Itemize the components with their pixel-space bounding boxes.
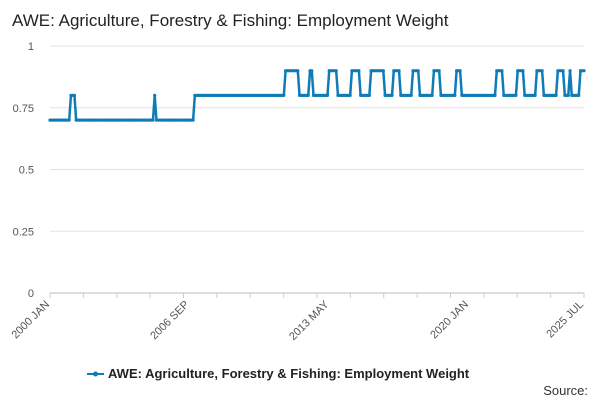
data-point[interactable] bbox=[577, 93, 581, 97]
data-point[interactable] bbox=[582, 69, 586, 73]
data-point[interactable] bbox=[533, 93, 537, 97]
data-point[interactable] bbox=[554, 93, 558, 97]
y-tick-label: 1 bbox=[28, 41, 34, 53]
data-point[interactable] bbox=[514, 93, 518, 97]
data-point[interactable] bbox=[458, 69, 462, 73]
data-point[interactable] bbox=[390, 93, 394, 97]
data-point[interactable] bbox=[453, 93, 457, 97]
series-employment-weight bbox=[48, 69, 586, 122]
data-point[interactable] bbox=[282, 93, 286, 97]
x-axis bbox=[49, 293, 585, 298]
x-tick-label: 2000 JAN bbox=[9, 299, 52, 342]
data-point[interactable] bbox=[540, 69, 544, 73]
chart-title: AWE: Agriculture, Forestry & Fishing: Em… bbox=[12, 11, 449, 30]
y-tick-label: 0 bbox=[28, 288, 34, 300]
data-point[interactable] bbox=[437, 69, 441, 73]
data-point[interactable] bbox=[310, 69, 314, 73]
data-point[interactable] bbox=[416, 69, 420, 73]
data-point[interactable] bbox=[561, 69, 565, 73]
data-point[interactable] bbox=[348, 93, 352, 97]
data-point[interactable] bbox=[430, 93, 434, 97]
data-point[interactable] bbox=[153, 93, 157, 97]
y-axis-ticks: 0 0.25 0.5 0.75 1 bbox=[13, 41, 34, 300]
x-tick-label: 2013 MAY bbox=[287, 298, 332, 343]
data-point[interactable] bbox=[334, 69, 338, 73]
data-point[interactable] bbox=[191, 118, 195, 122]
legend[interactable]: AWE: Agriculture, Forestry & Fishing: Em… bbox=[87, 366, 470, 381]
gridlines bbox=[50, 45, 584, 294]
data-point[interactable] bbox=[306, 93, 310, 97]
y-tick-label: 0.75 bbox=[13, 103, 34, 115]
data-point[interactable] bbox=[67, 118, 71, 122]
data-point[interactable] bbox=[367, 93, 371, 97]
x-axis-ticks: 2000 JAN 2006 SEP 2013 MAY 2020 JAN 2025 JUL bbox=[9, 298, 586, 343]
legend-point-marker bbox=[93, 371, 98, 377]
data-point[interactable] bbox=[521, 69, 525, 73]
data-point[interactable] bbox=[397, 69, 401, 73]
data-point[interactable] bbox=[296, 69, 300, 73]
data-point[interactable] bbox=[151, 118, 155, 122]
y-tick-label: 0.5 bbox=[19, 165, 34, 177]
data-point[interactable] bbox=[566, 93, 570, 97]
legend-label: AWE: Agriculture, Forestry & Fishing: Em… bbox=[108, 366, 470, 381]
data-point[interactable] bbox=[357, 69, 361, 73]
data-point[interactable] bbox=[72, 93, 77, 97]
data-point[interactable] bbox=[409, 93, 413, 97]
data-point[interactable] bbox=[500, 69, 504, 73]
data-point[interactable] bbox=[381, 69, 385, 73]
source-label: Source: bbox=[543, 383, 588, 398]
x-tick-label: 2025 JUL bbox=[544, 299, 586, 341]
x-tick-label: 2006 SEP bbox=[148, 299, 192, 343]
data-point[interactable] bbox=[325, 93, 330, 97]
data-point[interactable] bbox=[493, 93, 497, 97]
y-tick-label: 0.25 bbox=[13, 226, 34, 238]
x-tick-label: 2020 JAN bbox=[428, 299, 471, 342]
data-point[interactable] bbox=[568, 69, 572, 73]
